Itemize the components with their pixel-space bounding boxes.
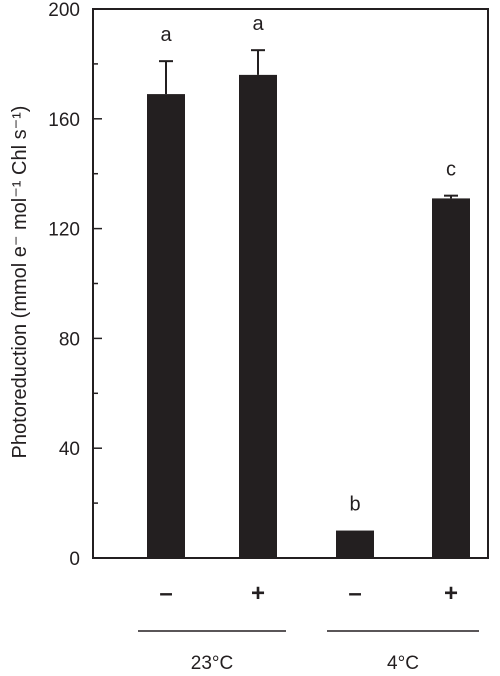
treatment-label: + <box>444 580 458 607</box>
treatment-label: + <box>251 580 265 607</box>
bar <box>239 74 277 558</box>
y-tick-label: 0 <box>69 549 80 570</box>
significance-letter: a <box>160 24 172 46</box>
bars <box>147 74 470 558</box>
y-tick-label: 160 <box>48 110 80 131</box>
group-label: 23°C <box>191 653 233 674</box>
significance-letter: a <box>252 13 264 35</box>
bar <box>147 94 185 558</box>
group-labels: 23°C 4°C <box>138 630 479 674</box>
treatment-label: – <box>348 580 361 607</box>
y-tick-label: 40 <box>59 439 80 460</box>
bar <box>336 530 374 558</box>
y-axis-label: Photoreduction (mmol e⁻ mol⁻¹ Chl s⁻¹) <box>9 106 31 459</box>
y-tick-label: 80 <box>59 329 80 350</box>
bar-labels: a – a + b – c + <box>159 13 458 607</box>
error-bars <box>159 49 458 199</box>
bar <box>432 198 470 558</box>
treatment-label: – <box>159 580 172 607</box>
y-tick-label: 120 <box>48 220 80 241</box>
y-tick-label: 200 <box>48 0 80 21</box>
y-axis-ticks: 0 40 80 120 160 200 <box>48 0 102 570</box>
significance-letter: c <box>446 159 456 181</box>
significance-letter: b <box>349 494 360 516</box>
group-label: 4°C <box>387 653 419 674</box>
